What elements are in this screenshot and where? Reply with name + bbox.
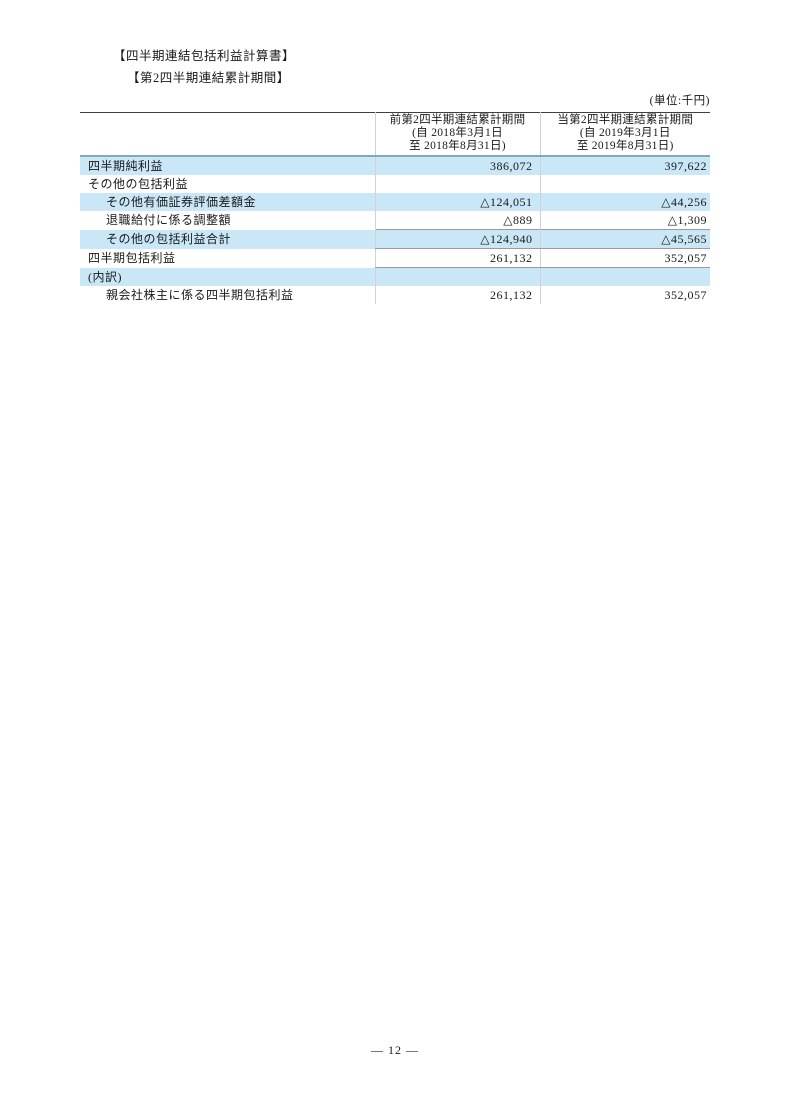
table-row-net-income: 四半期純利益 386,072 397,622 — [80, 156, 710, 175]
column-header-prior-period: 前第2四半期連結累計期間 (自 2018年3月1日 至 2018年8月31日) — [374, 112, 540, 157]
current-period-date-from: (自 2019年3月1日 — [579, 127, 671, 139]
prior-period-date-from: (自 2018年3月1日 — [412, 127, 503, 139]
row-value-current: 352,057 — [539, 248, 710, 268]
row-value-prior: 386,072 — [374, 156, 540, 175]
row-label: 四半期純利益 — [80, 156, 375, 175]
row-label: 退職給付に係る調整額 — [106, 213, 232, 228]
table-row-other-comprehensive-income-total: その他の包括利益合計 △124,940 △45,565 — [80, 229, 710, 249]
comprehensive-income-table: 前第2四半期連結累計期間 (自 2018年3月1日 至 2018年8月31日) … — [80, 112, 710, 304]
row-value-current: △1,309 — [539, 211, 710, 230]
row-value-current: △45,565 — [539, 229, 710, 249]
row-value-prior: 261,132 — [374, 286, 540, 304]
prior-period-label: 前第2四半期連結累計期間 — [389, 114, 526, 126]
row-label: 四半期包括利益 — [88, 251, 176, 265]
row-value-prior: △124,940 — [374, 229, 540, 249]
row-label: 親会社株主に係る四半期包括利益 — [106, 288, 294, 302]
table-row-securities-valuation-difference: その他有価証券評価差額金 △124,051 △44,256 — [80, 193, 710, 211]
current-period-date-to: 至 2019年8月31日) — [576, 140, 674, 152]
table-row-retirement-benefit-adjustments: 退職給付に係る調整額 △889 △1,309 — [80, 211, 710, 230]
row-value-current: △44,256 — [539, 193, 710, 211]
table-row-comprehensive-income-parent: 親会社株主に係る四半期包括利益 261,132 352,057 — [80, 286, 710, 304]
table-row-comprehensive-income: 四半期包括利益 261,132 352,057 — [80, 248, 710, 268]
row-value-prior: △124,051 — [374, 193, 540, 211]
row-value-current: 397,622 — [539, 156, 710, 175]
row-label: その他有価証券評価差額金 — [80, 193, 375, 211]
row-label: その他の包括利益合計 — [80, 229, 375, 249]
table-row-breakdown-heading: (内訳) — [80, 267, 710, 286]
table-header-row: 前第2四半期連結累計期間 (自 2018年3月1日 至 2018年8月31日) … — [80, 112, 710, 157]
row-value-current — [539, 267, 710, 286]
statement-title: 【四半期連結包括利益計算書】 — [113, 49, 296, 63]
row-value-prior — [374, 175, 540, 193]
row-label: (内訳) — [80, 267, 375, 286]
prior-period-date-to: 至 2018年8月31日) — [409, 140, 506, 152]
column-header-current-period: 当第2四半期連結累計期間 (自 2019年3月1日 至 2019年8月31日) — [539, 112, 710, 157]
header-spacer — [80, 112, 375, 157]
row-label: その他の包括利益 — [88, 177, 189, 191]
table-row-other-comprehensive-income: その他の包括利益 — [80, 175, 710, 193]
page-number: — 12 — — [371, 1043, 419, 1057]
unit-label: (単位:千円) — [649, 95, 710, 107]
current-period-label: 当第2四半期連結累計期間 — [557, 114, 694, 126]
period-title: 【第2四半期連結累計期間】 — [127, 71, 290, 85]
row-value-current: 352,057 — [539, 286, 710, 304]
row-value-prior: 261,132 — [374, 248, 540, 268]
row-value-current — [539, 175, 710, 193]
row-value-prior — [374, 267, 540, 286]
row-value-prior: △889 — [374, 211, 540, 230]
